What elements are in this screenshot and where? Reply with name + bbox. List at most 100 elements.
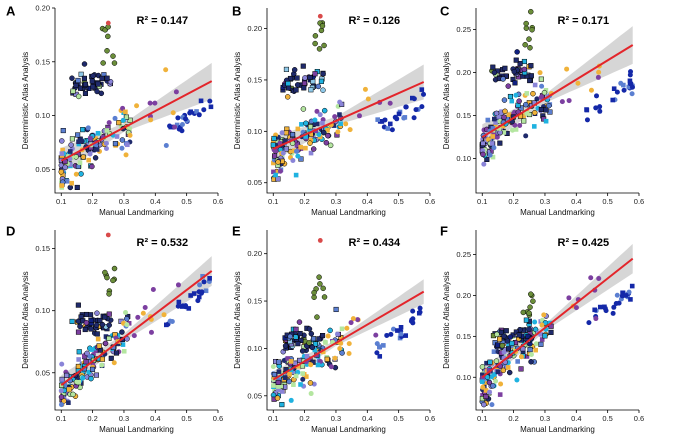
- x-tick-label: 0.2: [299, 197, 309, 206]
- scatter-points: [270, 13, 427, 182]
- data-point: [337, 112, 342, 117]
- data-point: [95, 81, 101, 87]
- x-tick-label: 0.3: [540, 414, 550, 423]
- axis-lines: [266, 8, 430, 194]
- data-point: [271, 135, 277, 142]
- y-axis-label: Deterministic Atlas Analysis: [233, 52, 242, 149]
- data-point: [500, 367, 507, 374]
- data-point: [308, 391, 314, 397]
- data-point: [69, 75, 75, 81]
- data-point: [335, 331, 341, 337]
- x-tick-label: 0.3: [331, 197, 341, 206]
- data-point: [303, 134, 308, 139]
- data-point: [89, 78, 95, 84]
- data-point: [518, 105, 524, 111]
- data-point: [298, 156, 304, 162]
- data-point: [301, 80, 308, 86]
- data-point: [98, 90, 105, 97]
- scatter-points: [58, 20, 214, 191]
- data-point: [81, 61, 88, 67]
- data-point: [322, 339, 328, 345]
- data-point: [102, 314, 108, 320]
- data-point: [495, 342, 501, 348]
- data-point: [497, 336, 503, 342]
- data-point: [179, 304, 185, 309]
- data-point: [486, 368, 492, 373]
- data-point: [59, 361, 65, 367]
- data-point: [337, 346, 343, 352]
- data-point: [140, 310, 146, 316]
- data-point: [201, 279, 207, 285]
- data-point: [62, 382, 67, 388]
- data-point: [60, 147, 65, 153]
- data-point: [179, 122, 185, 128]
- data-point: [321, 129, 327, 136]
- data-point: [524, 111, 530, 116]
- data-point: [308, 362, 314, 368]
- data-point: [175, 282, 181, 288]
- data-point: [78, 71, 84, 77]
- data-point: [355, 317, 361, 323]
- data-point: [194, 109, 199, 114]
- data-point: [520, 309, 527, 316]
- data-point: [530, 90, 536, 97]
- data-point: [75, 363, 81, 370]
- x-tick-label: 0.1: [268, 414, 278, 423]
- data-point: [392, 114, 398, 120]
- data-point: [59, 385, 65, 391]
- data-point: [186, 306, 192, 311]
- data-point: [100, 60, 106, 66]
- outlier-point: [105, 20, 111, 26]
- data-point: [498, 329, 504, 335]
- data-point: [92, 155, 99, 161]
- data-point: [308, 330, 315, 337]
- data-point: [298, 144, 303, 150]
- data-point: [294, 148, 300, 154]
- data-point: [419, 104, 425, 110]
- data-point: [93, 136, 98, 141]
- data-point: [532, 319, 538, 325]
- axis-lines: [475, 230, 639, 411]
- data-point: [501, 349, 507, 355]
- data-point: [75, 329, 82, 335]
- x-tick-label: 0.6: [634, 414, 644, 423]
- y-tick-label: 0.05: [35, 368, 50, 377]
- data-point: [283, 130, 289, 136]
- regression-line: [481, 44, 634, 138]
- data-point: [388, 331, 394, 337]
- data-point: [628, 297, 633, 302]
- data-point: [532, 109, 538, 116]
- data-point: [487, 389, 493, 395]
- data-point: [88, 317, 94, 323]
- data-point: [529, 26, 535, 33]
- data-point: [513, 92, 519, 98]
- scatter-points: [479, 275, 635, 408]
- panel-B: B 0.1 0.2 0.3 0.4 0.5 0.6 0.05 0.10 0.15 0.20 Manua…: [232, 3, 435, 217]
- data-point: [481, 161, 487, 167]
- data-point: [76, 380, 82, 385]
- data-point: [75, 93, 82, 100]
- x-tick-label: 0.5: [393, 197, 403, 206]
- confidence-band: [482, 243, 633, 388]
- data-point: [67, 184, 74, 191]
- regression-line: [272, 290, 425, 381]
- axis-lines: [266, 230, 430, 411]
- data-point: [76, 349, 82, 355]
- data-point: [316, 46, 323, 52]
- data-point: [123, 310, 129, 316]
- data-point: [95, 130, 101, 136]
- data-point: [310, 146, 317, 152]
- data-point: [112, 141, 118, 147]
- data-point: [93, 141, 98, 147]
- data-point: [480, 375, 485, 381]
- data-point: [174, 122, 180, 128]
- data-point: [566, 295, 572, 301]
- data-point: [90, 73, 96, 79]
- x-tick-label: 0.5: [393, 414, 403, 423]
- data-point: [308, 150, 314, 156]
- data-point: [382, 117, 388, 123]
- data-point: [59, 138, 65, 144]
- data-point: [489, 402, 495, 408]
- data-point: [603, 308, 609, 314]
- data-point: [501, 333, 507, 340]
